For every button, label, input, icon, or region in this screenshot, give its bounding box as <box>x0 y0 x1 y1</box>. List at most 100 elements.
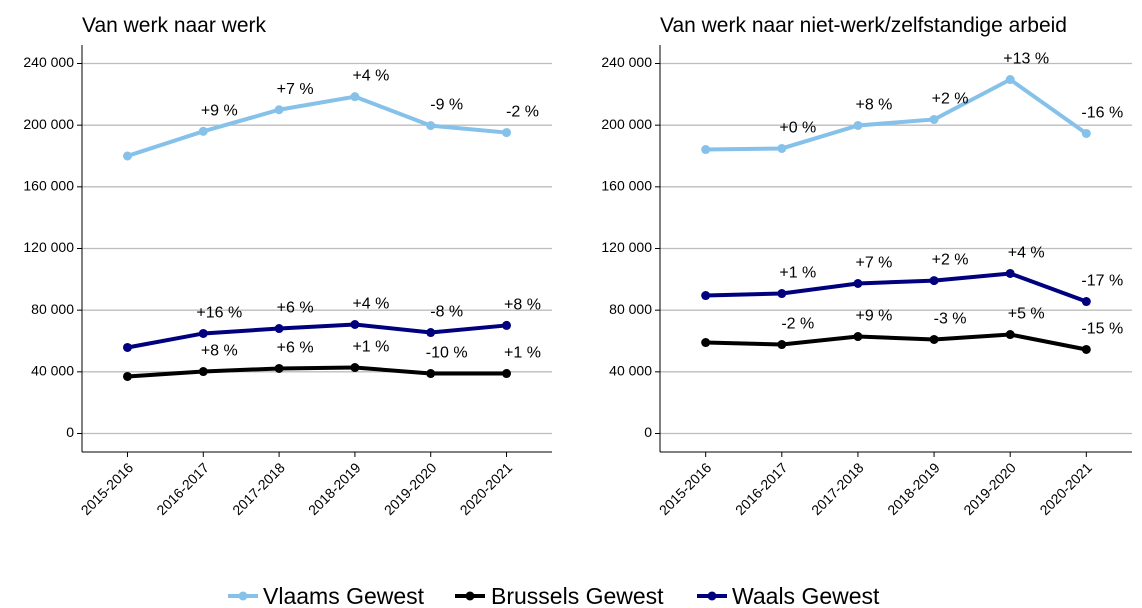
legend-label: Brussels Gewest <box>491 583 664 608</box>
x-tick-label: 2017-2018 <box>808 459 867 518</box>
data-point <box>853 278 863 288</box>
series-line <box>127 365 507 379</box>
legend-dot <box>465 591 475 601</box>
data-point <box>274 363 284 373</box>
data-point <box>1005 268 1015 278</box>
series-line <box>705 77 1088 152</box>
change-label: -17 % <box>1081 273 1123 290</box>
series-line <box>705 271 1088 304</box>
data-point <box>1081 128 1091 138</box>
x-tick-label: 2020-2021 <box>457 459 516 518</box>
data-point <box>1081 344 1091 354</box>
x-tick-label: 2019-2020 <box>381 459 440 518</box>
legend-label: Vlaams Gewest <box>263 583 425 608</box>
change-label: +1 % <box>779 265 816 282</box>
data-point <box>122 371 132 381</box>
legend-dot <box>238 591 248 601</box>
y-tick-label: 120 000 <box>601 239 652 255</box>
change-label: -10 % <box>426 345 468 362</box>
data-point <box>777 143 787 153</box>
x-tick-label: 2015-2016 <box>656 459 715 518</box>
series-line <box>126 94 507 158</box>
data-point <box>350 363 360 373</box>
data-point <box>426 121 436 131</box>
change-label: +7 % <box>855 254 892 271</box>
data-point <box>122 151 132 161</box>
legend-dot <box>707 591 717 601</box>
change-label: +0 % <box>779 119 816 136</box>
y-tick-label: 160 000 <box>601 178 652 194</box>
data-point <box>198 367 208 377</box>
y-tick-label: 0 <box>66 424 74 440</box>
change-label: +4 % <box>352 296 389 313</box>
change-label: +7 % <box>277 81 314 98</box>
change-label: -3 % <box>934 310 967 327</box>
y-tick-label: 0 <box>644 424 652 440</box>
data-point <box>502 369 512 379</box>
change-label: +8 % <box>201 343 238 360</box>
series-line <box>705 332 1087 352</box>
y-tick-label: 80 000 <box>609 301 652 317</box>
change-label: +2 % <box>932 90 969 107</box>
data-point <box>274 324 284 334</box>
data-point <box>701 145 711 155</box>
y-tick-label: 40 000 <box>31 363 74 379</box>
change-label: -9 % <box>430 97 463 114</box>
chart-title: Van werk naar niet-werk/zelfstandige arb… <box>660 14 1067 37</box>
x-tick-label: 2016-2017 <box>732 459 791 518</box>
y-tick-label: 120 000 <box>23 239 74 255</box>
change-label: +13 % <box>1003 51 1049 68</box>
data-point <box>777 340 787 350</box>
y-tick-label: 240 000 <box>23 54 74 70</box>
data-point <box>1005 75 1015 85</box>
data-point <box>777 289 787 299</box>
data-point <box>701 291 711 301</box>
change-label: +8 % <box>504 296 541 313</box>
change-label: +9 % <box>201 102 238 119</box>
data-point <box>701 338 711 348</box>
y-tick-label: 240 000 <box>601 54 652 70</box>
change-label: +2 % <box>932 252 969 269</box>
data-point <box>929 114 939 124</box>
change-label: -16 % <box>1081 104 1123 121</box>
data-point <box>1005 330 1015 340</box>
change-label: +1 % <box>352 339 389 356</box>
y-tick-label: 200 000 <box>601 116 652 132</box>
change-label: -8 % <box>430 304 463 321</box>
series-line <box>127 322 507 350</box>
change-label: +5 % <box>1008 306 1045 323</box>
x-tick-label: 2019-2020 <box>960 459 1019 518</box>
data-point <box>929 276 939 286</box>
data-point <box>853 332 863 342</box>
change-label: +6 % <box>277 300 314 317</box>
data-point <box>198 328 208 338</box>
data-point <box>198 126 208 136</box>
change-label: -2 % <box>506 104 539 121</box>
y-tick-label: 40 000 <box>609 363 652 379</box>
y-tick-label: 160 000 <box>23 178 74 194</box>
data-point <box>853 120 863 130</box>
chart-title: Van werk naar werk <box>82 14 267 37</box>
data-point <box>426 369 436 379</box>
data-point <box>350 92 360 102</box>
x-tick-label: 2018-2019 <box>305 459 364 518</box>
data-point <box>929 334 939 344</box>
data-point <box>350 320 360 330</box>
data-point <box>1081 297 1091 307</box>
data-point <box>122 342 132 352</box>
data-point <box>502 320 512 330</box>
change-label: +1 % <box>504 345 541 362</box>
data-point <box>274 105 284 115</box>
change-label: -2 % <box>781 316 814 333</box>
change-label: -15 % <box>1081 320 1123 337</box>
y-tick-label: 80 000 <box>31 301 74 317</box>
change-label: +4 % <box>1008 244 1045 261</box>
change-label: +16 % <box>196 304 242 321</box>
change-label: +4 % <box>352 68 389 85</box>
data-point <box>502 128 512 138</box>
y-tick-label: 200 000 <box>23 116 74 132</box>
data-point <box>426 328 436 338</box>
change-label: +8 % <box>855 96 892 113</box>
x-tick-label: 2017-2018 <box>229 459 288 518</box>
